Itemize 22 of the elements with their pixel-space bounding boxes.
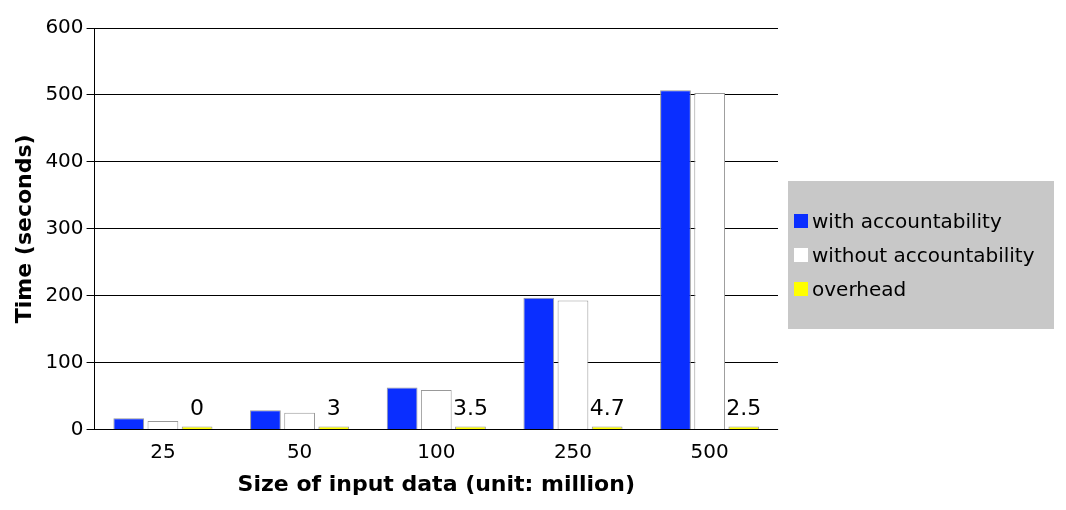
y-tick-label: 500: [45, 81, 84, 106]
x-tick-label: 50: [286, 438, 313, 463]
x-tick-label: 500: [690, 438, 729, 463]
y-tick-label: 100: [45, 348, 84, 373]
x-axis-title: Size of input data (unit: million): [237, 470, 635, 496]
x-tick-label: 25: [150, 438, 176, 463]
data-label: 2.5: [726, 395, 762, 421]
data-label: 3: [326, 395, 341, 421]
y-tick-label: 600: [45, 14, 84, 39]
x-tick-label: 250: [553, 438, 593, 463]
data-label: 4.7: [589, 395, 625, 421]
y-tick-label: 0: [70, 415, 84, 440]
legend-label: with accountability: [812, 209, 1002, 233]
y-tick-label: 400: [45, 148, 84, 173]
data-label: 0: [190, 395, 205, 421]
x-tick-label: 100: [417, 438, 456, 463]
y-axis-title: Time (seconds): [10, 134, 36, 324]
data-label: 3.5: [452, 395, 488, 421]
y-tick-label: 200: [45, 281, 84, 306]
legend-label: overhead: [812, 277, 907, 301]
y-tick-label: 300: [45, 215, 84, 239]
legend-label: without accountability: [812, 243, 1035, 267]
